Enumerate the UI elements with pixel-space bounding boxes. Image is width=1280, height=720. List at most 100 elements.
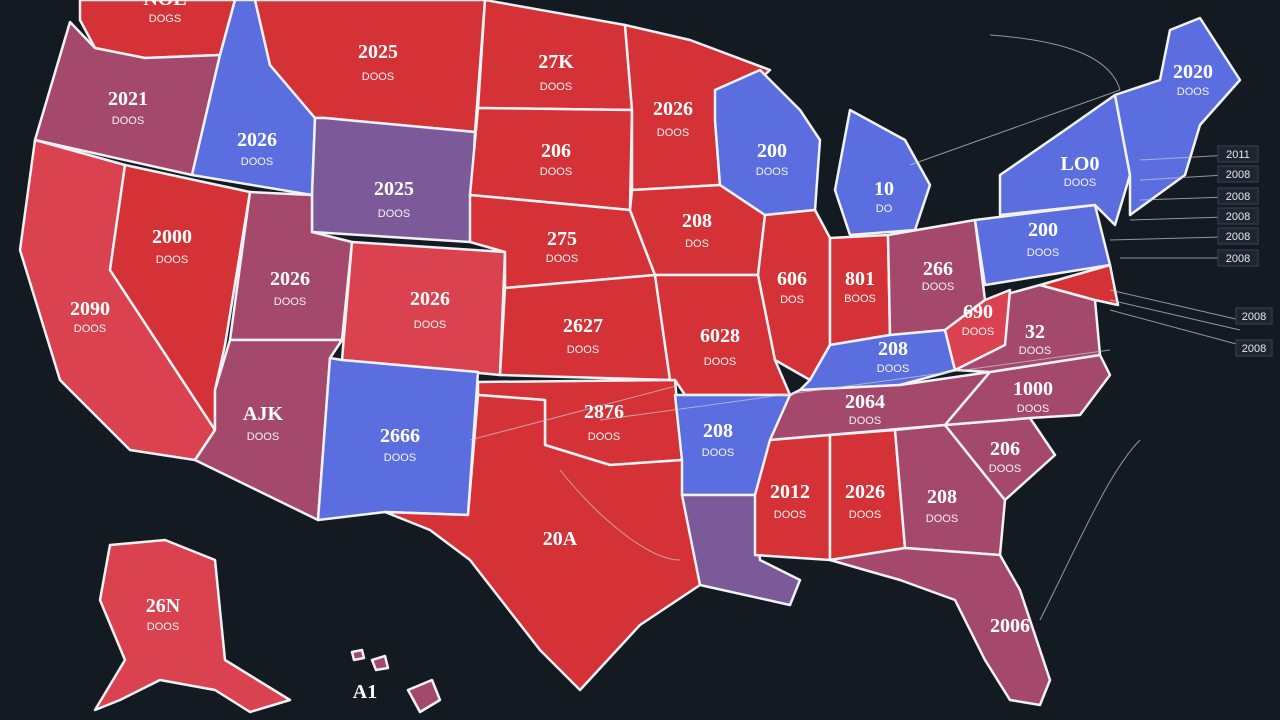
- label-ks-num: 2627: [563, 315, 603, 337]
- label-ut-num: 2026: [270, 268, 310, 290]
- state-ak[interactable]: [93, 538, 292, 714]
- label-sc-num: 206: [990, 438, 1020, 460]
- label-ia-num: 208: [682, 210, 712, 232]
- callout-box: [1217, 249, 1259, 267]
- callout-text: 2008: [1226, 169, 1250, 181]
- label-wv-sub: DOOS: [962, 326, 994, 338]
- label-in-sub: BOOS: [844, 293, 876, 305]
- label-az-num: AJK: [243, 403, 283, 425]
- label-oh-num: 266: [923, 258, 953, 280]
- label-va-sub: DOOS: [1019, 345, 1051, 357]
- label-nv-sub: DOOS: [156, 254, 188, 266]
- state-wv[interactable]: [943, 288, 1012, 372]
- callout-box: [1235, 339, 1273, 357]
- label-ar-num: 208: [703, 420, 733, 442]
- label-ok-sub: DOOS: [588, 431, 620, 443]
- label-mi-num: 10: [874, 178, 894, 200]
- label-ga-sub: DOOS: [926, 513, 958, 525]
- callout-box: [1217, 227, 1259, 245]
- label-ca-num: 2090: [70, 298, 110, 320]
- callout-text: 2008: [1226, 191, 1250, 203]
- label-id-num: 2026: [237, 129, 277, 151]
- label-fl-num: 2006: [990, 615, 1030, 637]
- state-hi[interactable]: [406, 678, 442, 714]
- state-new-england[interactable]: [1113, 16, 1242, 217]
- callout-box: [1235, 307, 1273, 325]
- label-nc-num: 1000: [1013, 378, 1053, 400]
- label-or-num: 2021: [108, 88, 148, 110]
- label-pa-num: 200: [1028, 219, 1058, 241]
- state-mi[interactable]: [833, 108, 932, 237]
- label-me-sub: DOOS: [1177, 86, 1209, 98]
- label-wv-num: 690: [963, 301, 993, 323]
- label-il-sub: DOS: [780, 294, 804, 306]
- label-nd-num: 27K: [538, 51, 574, 73]
- callout-box: [1217, 165, 1259, 183]
- label-wy-num: 2025: [374, 178, 414, 200]
- label-or-sub: DOOS: [112, 115, 144, 127]
- callout-text: 2008: [1226, 211, 1250, 223]
- label-az-sub: DOOS: [247, 431, 279, 443]
- state-fl[interactable]: [828, 546, 1052, 707]
- label-ms-sub: DOOS: [774, 509, 806, 521]
- label-ia-sub: DOS: [685, 238, 709, 250]
- state-nj-md[interactable]: [1038, 263, 1120, 307]
- label-nm-sub: DOOS: [384, 452, 416, 464]
- label-tn-num: 2064: [845, 391, 885, 413]
- state-ga[interactable]: [893, 423, 1007, 557]
- label-ne-num: 275: [547, 228, 577, 250]
- label-nm-num: 2666: [380, 425, 420, 447]
- label-me-num: 2020: [1173, 61, 1213, 83]
- callout-text: 2008: [1242, 343, 1266, 355]
- label-va-num: 32: [1025, 321, 1045, 343]
- label-co-sub: DOOS: [414, 319, 446, 331]
- label-nc-sub: DOOS: [1017, 403, 1049, 415]
- label-wa-num: NOE: [143, 0, 186, 10]
- label-mn-num: 2026: [653, 98, 693, 120]
- label-ny-sub: DOOS: [1064, 177, 1096, 189]
- callouts: 2011 2008 2008 2008 2008 2008 2008 2008: [1217, 145, 1273, 357]
- label-tn-sub: DOOS: [849, 415, 881, 427]
- state-ms[interactable]: [753, 433, 832, 562]
- label-hi-num: A1: [353, 681, 377, 703]
- callout-box: [1217, 187, 1259, 205]
- callout-text: 2008: [1226, 253, 1250, 265]
- label-wi-sub: DOOS: [756, 166, 788, 178]
- label-ut-sub: DOOS: [274, 296, 306, 308]
- label-tx-num: 20A: [543, 528, 578, 550]
- label-nd-sub: DOOS: [540, 81, 572, 93]
- label-ok-num: 2876: [584, 401, 624, 423]
- label-nv-num: 2000: [152, 226, 192, 248]
- label-in-num: 801: [845, 268, 875, 290]
- label-ky-sub: DOOS: [877, 363, 909, 375]
- label-oh-sub: DOOS: [922, 281, 954, 293]
- label-ne-sub: DOOS: [546, 253, 578, 265]
- label-sd-num: 206: [541, 140, 571, 162]
- label-al-num: 2026: [845, 481, 885, 503]
- label-mt-sub: DOOS: [362, 71, 394, 83]
- label-wa-sub: DOGS: [149, 13, 181, 25]
- label-mi-sub: DO: [876, 203, 893, 215]
- label-ak-num: 26N: [146, 595, 181, 617]
- label-wi-num: 200: [757, 140, 787, 162]
- callout-box: [1217, 145, 1259, 163]
- leader-lines: [469, 34, 1241, 621]
- state-in[interactable]: [828, 233, 892, 347]
- label-sc-sub: DOOS: [989, 463, 1021, 475]
- label-al-sub: DOOS: [849, 509, 881, 521]
- label-co-num: 2026: [410, 288, 450, 310]
- state-labels: NOE DOGS 2021 DOOS 2026 DOOS 2025 DOOS 2…: [70, 0, 1213, 703]
- label-mn-sub: DOOS: [657, 127, 689, 139]
- callout-text: 2011: [1226, 149, 1250, 161]
- label-id-sub: DOOS: [241, 156, 273, 168]
- state-az[interactable]: [193, 338, 344, 522]
- label-mo-sub: DOOS: [704, 356, 736, 368]
- callout-box: [1217, 207, 1259, 225]
- label-ga-num: 208: [927, 486, 957, 508]
- label-mo-num: 6028: [700, 325, 740, 347]
- state-tx[interactable]: [383, 393, 702, 692]
- label-ak-sub: DOOS: [147, 621, 179, 633]
- hi-island: [370, 654, 390, 672]
- label-sd-sub: DOOS: [540, 166, 572, 178]
